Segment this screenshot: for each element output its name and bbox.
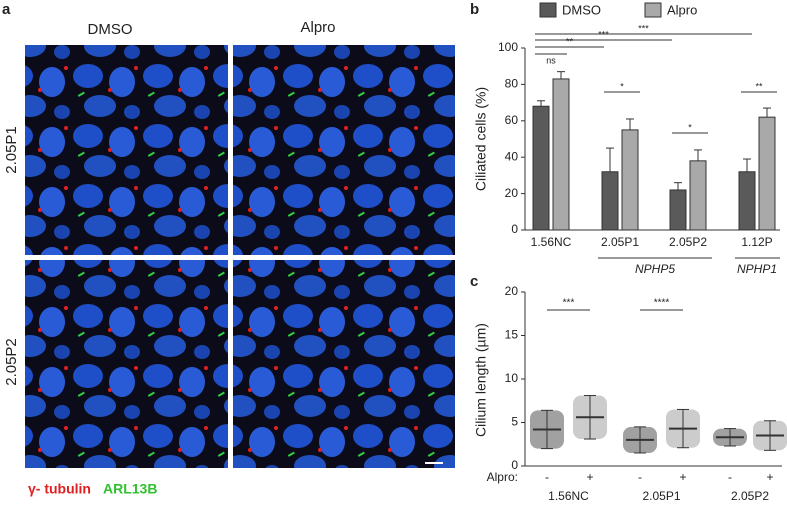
bar [669, 189, 687, 231]
x-tick-label: 1.56NC [548, 489, 589, 503]
micrograph [25, 45, 228, 255]
bar [532, 105, 550, 231]
x-tick-label: 2.05P1 [642, 489, 680, 503]
treatment-label: - [545, 470, 549, 484]
x-tick-label: 2.05P2 [669, 235, 707, 249]
panel-label: a [2, 1, 11, 18]
legend-swatch [539, 2, 557, 18]
y-tick-label: 100 [498, 40, 518, 54]
significance-label: *** [638, 23, 649, 33]
significance-label: * [620, 81, 624, 91]
micrograph [25, 260, 228, 468]
y-tick-label: 60 [505, 113, 519, 127]
y-axis-label: Ciliated cells (%) [473, 87, 489, 191]
legend-label: Alpro [667, 2, 697, 17]
micrograph [233, 260, 455, 468]
significance-label: * [688, 122, 692, 132]
significance-label: ns [546, 55, 556, 65]
legend-swatch [644, 2, 662, 18]
significance-label: ** [755, 81, 763, 91]
legend-label: ARL13B [103, 481, 157, 497]
treatment-label: - [728, 470, 732, 484]
treatment-label: - [638, 470, 642, 484]
column-label: Alpro [300, 19, 335, 36]
x-tick-label: 1.12P [741, 235, 772, 249]
significance-label: *** [563, 298, 575, 309]
treatment-label: + [766, 470, 773, 484]
panel-label: b [470, 1, 479, 18]
y-tick-label: 5 [511, 415, 518, 429]
y-tick-label: 0 [511, 222, 518, 236]
y-tick-label: 0 [511, 458, 518, 472]
legend-label: γ- tubulin [28, 481, 91, 497]
bar [689, 160, 707, 231]
row-label: 2.05P2 [3, 338, 20, 386]
x-tick-label: 2.05P1 [601, 235, 639, 249]
treatment-label: + [679, 470, 686, 484]
treatment-label: + [586, 470, 593, 484]
y-tick-label: 20 [505, 186, 519, 200]
x-axis-label: Alpro: [487, 470, 518, 484]
x-tick-label: 1.56NC [531, 235, 572, 249]
significance-label: **** [654, 298, 670, 309]
bar [738, 171, 756, 231]
bar [601, 171, 619, 231]
panel-label: c [470, 273, 478, 290]
bar [621, 129, 639, 231]
y-axis-label: Cilium length (µm) [473, 323, 489, 437]
y-tick-label: 40 [505, 149, 519, 163]
row-label: 2.05P1 [3, 126, 20, 174]
group-label: NPHP1 [737, 262, 777, 276]
micrograph [233, 45, 455, 255]
x-tick-label: 2.05P2 [731, 489, 769, 503]
y-tick-label: 10 [505, 371, 519, 385]
column-label: DMSO [88, 21, 133, 38]
significance-label: ** [566, 36, 574, 46]
scale-bar [425, 462, 443, 464]
y-tick-label: 20 [505, 284, 519, 298]
bar [758, 116, 776, 231]
bar [552, 78, 570, 231]
legend-label: DMSO [562, 2, 601, 17]
group-label: NPHP5 [635, 262, 675, 276]
y-tick-label: 15 [505, 328, 519, 342]
y-tick-label: 80 [505, 77, 519, 91]
